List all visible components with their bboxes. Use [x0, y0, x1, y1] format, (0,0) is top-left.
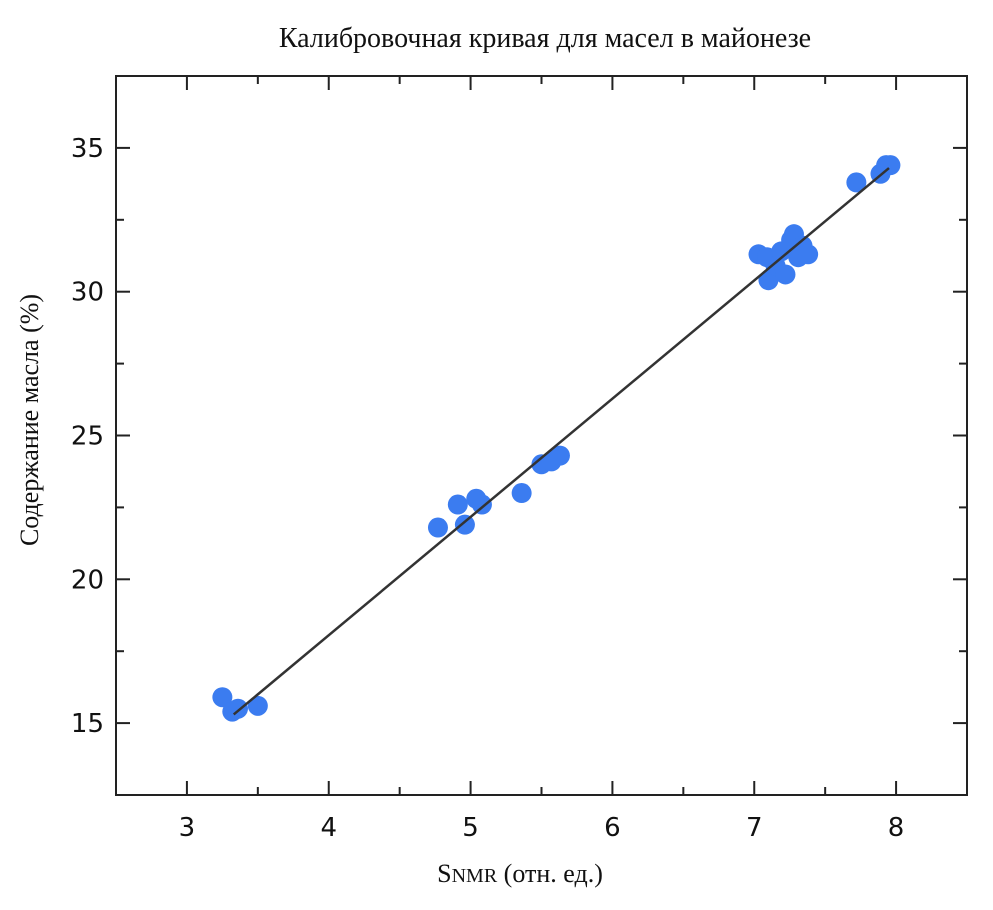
x-axis-title: SNMR (отн. ед.): [437, 859, 603, 888]
y-tick-label: 30: [71, 278, 104, 308]
y-tick-label: 25: [71, 422, 104, 452]
x-axis-title-subscript: NMR: [452, 865, 498, 887]
x-axis-title-symbol: S: [437, 859, 451, 888]
y-axis-title: Содержание масла (%): [15, 294, 44, 546]
data-point: [247, 695, 268, 716]
y-tick-label: 15: [71, 709, 104, 739]
x-axis-ticks: [115, 76, 968, 795]
data-point: [227, 698, 248, 719]
data-point: [511, 483, 532, 504]
fit-line: [232, 167, 890, 716]
chart-title: Калибровочная кривая для масел в майонез…: [279, 23, 811, 54]
x-axis-title-units: (отн. ед.): [497, 859, 603, 888]
y-axis-ticks: [116, 75, 967, 796]
data-point: [798, 244, 819, 265]
data-point: [775, 264, 796, 285]
data-point: [454, 514, 475, 535]
data-point: [846, 172, 867, 193]
x-tick-label: 5: [462, 813, 479, 843]
data-points: [212, 155, 901, 722]
y-tick-label: 35: [71, 134, 104, 164]
data-point: [212, 687, 233, 708]
x-tick-label: 8: [888, 813, 905, 843]
plot-frame: [115, 75, 968, 796]
data-point: [471, 494, 492, 515]
x-axis-tick-labels: 3 4 5 6 7 8: [179, 813, 905, 843]
y-axis-tick-labels: 15 20 25 30 35: [71, 134, 104, 739]
x-tick-label: 4: [320, 813, 337, 843]
x-tick-label: 7: [746, 813, 763, 843]
x-tick-label: 3: [179, 813, 196, 843]
data-point: [427, 517, 448, 538]
y-tick-label: 20: [71, 565, 104, 595]
data-point: [447, 494, 468, 515]
data-point: [549, 445, 570, 466]
x-tick-label: 6: [604, 813, 621, 843]
